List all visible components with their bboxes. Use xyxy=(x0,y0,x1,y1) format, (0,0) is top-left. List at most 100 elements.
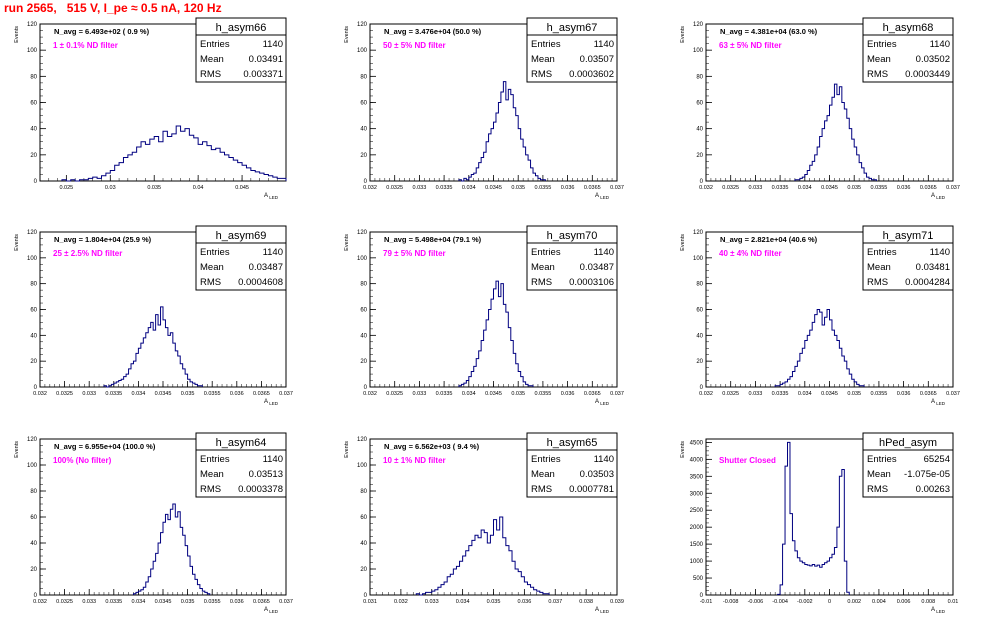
histogram-bin xyxy=(810,566,812,595)
histogram-bin xyxy=(466,551,469,595)
histogram-bin xyxy=(137,147,141,181)
stats-rms-label: RMS xyxy=(200,277,221,288)
histogram-bin xyxy=(822,564,824,595)
y-axis-label: Events xyxy=(14,441,20,458)
y-axis-label: Events xyxy=(14,26,20,43)
stats-rms-value: 0.0003602 xyxy=(569,69,614,80)
x-axis-label: A LED xyxy=(264,193,279,200)
histogram-bin xyxy=(472,540,475,595)
histogram-bin xyxy=(141,142,145,181)
x-tick-label: 0.0345 xyxy=(155,599,172,605)
histogram-bin xyxy=(837,95,839,181)
histogram-bin xyxy=(817,565,819,595)
navg-label: N_avg = 6.955e+04 (100.0 %) xyxy=(54,442,156,451)
x-tick-label: 0.037 xyxy=(548,599,562,605)
x-tick-label: 0.0335 xyxy=(436,391,453,397)
navg-label: N_avg = 4.381e+04 (63.0 %) xyxy=(720,27,818,36)
y-tick-label: 0 xyxy=(700,385,704,391)
histogram-bin xyxy=(827,310,829,388)
stats-rms-value: 0.003371 xyxy=(243,69,283,80)
histogram-name: h_asym65 xyxy=(547,437,598,449)
x-tick-label: 0.0325 xyxy=(386,391,403,397)
stats-rms-value: 0.0004284 xyxy=(905,277,950,288)
histogram-bin xyxy=(93,177,97,181)
x-tick-label: 0.0355 xyxy=(204,391,221,397)
histogram-bin xyxy=(515,569,518,595)
histogram-bin xyxy=(128,155,132,181)
histogram-bin xyxy=(194,138,198,181)
y-tick-label: 0 xyxy=(700,179,704,185)
histogram-bin xyxy=(189,135,193,181)
x-tick-label: 0.036 xyxy=(897,185,911,191)
x-tick-label: 0.0355 xyxy=(534,185,551,191)
y-tick-label: 80 xyxy=(30,282,37,288)
histogram-name: h_asym64 xyxy=(216,437,267,449)
x-axis-label: A LED xyxy=(264,399,279,406)
x-tick-label: 0.035 xyxy=(847,185,861,191)
y-tick-label: 40 xyxy=(360,333,367,339)
histogram-bin xyxy=(827,116,829,181)
histogram-bin xyxy=(273,177,277,181)
filter-label: 63 ± 5% ND filter xyxy=(719,41,782,50)
y-tick-label: 0 xyxy=(34,385,38,391)
histogram-bin xyxy=(154,137,158,181)
histogram-bin xyxy=(123,157,127,181)
histogram-bin xyxy=(153,330,155,387)
y-tick-label: 120 xyxy=(357,437,368,443)
histogram-bin xyxy=(503,538,506,595)
x-tick-label: 0.034 xyxy=(132,391,146,397)
histogram-panel-h_asym67: 0 20 40 60 80 100 120 0.032 0.0325 0.033 0.0335 0.0… xyxy=(344,17,624,200)
x-tick-label: 0.0335 xyxy=(105,391,122,397)
stats-rms-label: RMS xyxy=(867,69,888,80)
stats-entries-value: 1140 xyxy=(594,454,614,465)
x-tick-label: 0.033 xyxy=(82,391,96,397)
histogram-bin xyxy=(102,176,106,181)
stats-rms-value: 0.00263 xyxy=(916,484,950,495)
histogram-bin xyxy=(497,530,500,595)
x-tick-label: 0.008 xyxy=(921,599,935,605)
y-axis-label: Events xyxy=(344,26,350,43)
histogram-line xyxy=(132,503,211,595)
stats-mean-label: Mean xyxy=(200,262,224,273)
x-tick-label: 0.0335 xyxy=(772,391,789,397)
histogram-bin xyxy=(106,173,110,181)
histogram-bin xyxy=(225,155,229,181)
x-tick-label: 0.034 xyxy=(462,391,476,397)
histogram-line xyxy=(458,81,546,182)
x-tick-label: 0.033 xyxy=(749,391,763,397)
histogram-bin xyxy=(159,142,163,181)
x-tick-label: 0.032 xyxy=(699,391,713,397)
histogram-bins xyxy=(416,517,549,595)
x-tick-label: 0.037 xyxy=(279,391,293,397)
x-tick-label: 0.037 xyxy=(279,599,293,605)
stats-entries-label: Entries xyxy=(531,247,561,258)
histogram-line xyxy=(794,83,877,181)
y-tick-label: 0 xyxy=(700,593,704,599)
x-tick-label: 0.034 xyxy=(798,185,812,191)
histogram-bin xyxy=(251,171,255,181)
histogram-bin xyxy=(163,131,167,181)
stats-rms-label: RMS xyxy=(200,484,221,495)
y-tick-label: 120 xyxy=(693,22,704,28)
histogram-bin xyxy=(168,520,170,595)
stats-mean-value: 0.03481 xyxy=(916,262,950,273)
histogram-bin xyxy=(163,522,165,595)
y-tick-label: 100 xyxy=(357,463,368,469)
stats-mean-value: -1.075e-05 xyxy=(904,469,950,480)
x-tick-label: 0.04 xyxy=(193,185,204,191)
stats-mean-value: 0.03491 xyxy=(249,54,283,65)
stats-mean-label: Mean xyxy=(531,469,555,480)
x-tick-label: 0.0345 xyxy=(485,185,502,191)
y-tick-label: 20 xyxy=(360,359,367,365)
y-tick-label: 2000 xyxy=(690,525,704,531)
stats-mean-value: 0.03487 xyxy=(580,262,614,273)
stats-entries-label: Entries xyxy=(867,39,897,50)
x-axis-label-subscript: LED xyxy=(599,401,610,406)
y-tick-label: 60 xyxy=(696,308,703,314)
histogram-bin xyxy=(165,514,167,595)
x-tick-label: 0.036 xyxy=(561,391,575,397)
histogram-bins xyxy=(778,442,850,595)
stats-box xyxy=(526,34,618,83)
histogram-bin xyxy=(817,310,819,388)
